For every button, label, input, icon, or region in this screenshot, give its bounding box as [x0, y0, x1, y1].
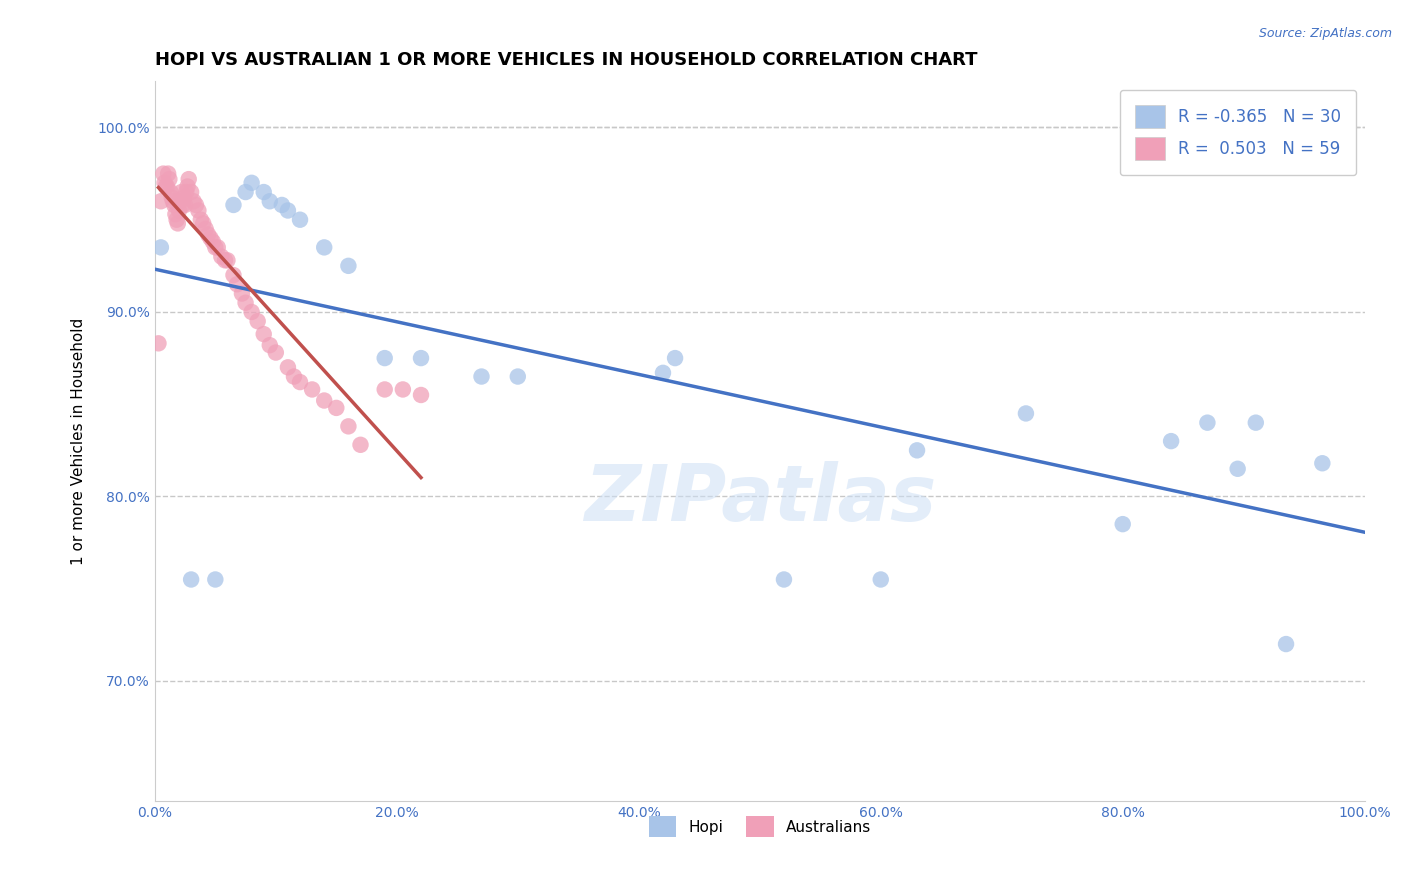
- Point: [1226, 462, 1249, 476]
- Point: [314, 240, 336, 254]
- Text: HOPI VS AUSTRALIAN 1 OR MORE VEHICLES IN HOUSEHOLD CORRELATION CHART: HOPI VS AUSTRALIAN 1 OR MORE VEHICLES IN…: [155, 51, 977, 69]
- Point: [183, 194, 205, 209]
- Point: [204, 240, 226, 254]
- Point: [1244, 416, 1267, 430]
- Legend: Hopi, Australians: Hopi, Australians: [643, 810, 877, 844]
- Point: [652, 366, 675, 380]
- Point: [277, 360, 299, 375]
- Point: [349, 438, 371, 452]
- Point: [190, 212, 212, 227]
- Point: [277, 203, 299, 218]
- Point: [325, 401, 347, 415]
- Point: [1015, 406, 1038, 420]
- Point: [194, 222, 217, 236]
- Point: [240, 176, 263, 190]
- Point: [204, 573, 226, 587]
- Point: [235, 295, 257, 310]
- Point: [1112, 517, 1135, 532]
- Point: [222, 198, 245, 212]
- Point: [172, 198, 194, 212]
- Point: [259, 338, 281, 352]
- Point: [159, 185, 181, 199]
- Point: [217, 253, 239, 268]
- Point: [506, 369, 529, 384]
- Point: [180, 573, 202, 587]
- Point: [1197, 416, 1219, 430]
- Point: [163, 198, 186, 212]
- Point: [409, 388, 432, 402]
- Point: [664, 351, 686, 365]
- Point: [176, 179, 198, 194]
- Point: [374, 383, 396, 397]
- Point: [148, 336, 170, 351]
- Point: [149, 240, 172, 254]
- Point: [337, 419, 360, 434]
- Point: [193, 216, 215, 230]
- Point: [226, 277, 249, 292]
- Point: [165, 207, 187, 221]
- Point: [197, 227, 219, 242]
- Point: [1310, 456, 1333, 470]
- Point: [283, 369, 305, 384]
- Point: [270, 198, 292, 212]
- Point: [288, 212, 311, 227]
- Point: [231, 286, 253, 301]
- Point: [1275, 637, 1298, 651]
- Point: [246, 314, 269, 328]
- Point: [214, 253, 236, 268]
- Point: [207, 240, 229, 254]
- Point: [314, 393, 336, 408]
- Point: [301, 383, 323, 397]
- Point: [174, 198, 197, 212]
- Point: [374, 351, 396, 365]
- Point: [166, 212, 188, 227]
- Point: [156, 179, 179, 194]
- Point: [1160, 434, 1182, 449]
- Point: [253, 327, 276, 342]
- Point: [166, 216, 188, 230]
- Point: [409, 351, 432, 365]
- Point: [253, 185, 276, 199]
- Point: [288, 375, 311, 389]
- Point: [177, 172, 200, 186]
- Point: [170, 185, 193, 199]
- Point: [470, 369, 492, 384]
- Point: [259, 194, 281, 209]
- Point: [169, 194, 191, 209]
- Point: [264, 345, 287, 359]
- Point: [905, 443, 928, 458]
- Y-axis label: 1 or more Vehicles in Household: 1 or more Vehicles in Household: [72, 318, 86, 565]
- Point: [337, 259, 360, 273]
- Point: [162, 194, 184, 209]
- Point: [152, 167, 174, 181]
- Point: [160, 191, 183, 205]
- Point: [149, 194, 172, 209]
- Point: [155, 179, 177, 194]
- Point: [153, 176, 176, 190]
- Point: [869, 573, 891, 587]
- Point: [392, 383, 415, 397]
- Point: [184, 198, 207, 212]
- Point: [157, 167, 180, 181]
- Point: [201, 235, 224, 249]
- Point: [235, 185, 257, 199]
- Text: Source: ZipAtlas.com: Source: ZipAtlas.com: [1258, 27, 1392, 40]
- Point: [174, 185, 197, 199]
- Point: [200, 231, 222, 245]
- Point: [240, 305, 263, 319]
- Point: [157, 172, 180, 186]
- Point: [187, 203, 209, 218]
- Point: [167, 203, 190, 218]
- Point: [222, 268, 245, 282]
- Text: ZIPatlas: ZIPatlas: [583, 460, 936, 537]
- Point: [180, 185, 202, 199]
- Point: [173, 191, 195, 205]
- Point: [209, 250, 232, 264]
- Point: [773, 573, 796, 587]
